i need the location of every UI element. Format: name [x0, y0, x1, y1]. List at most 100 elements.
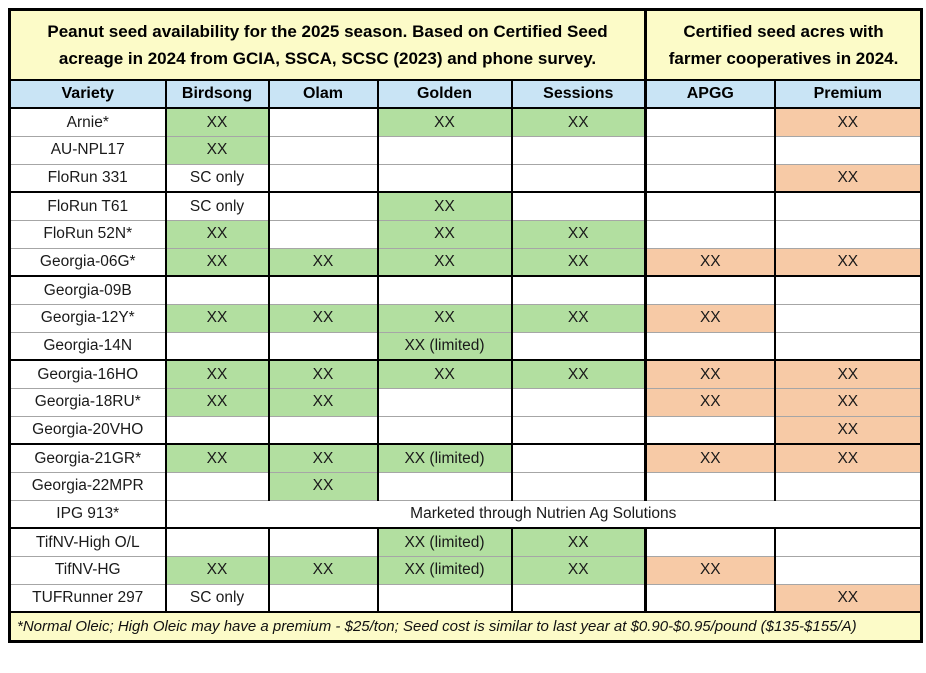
- table-row: Georgia-06G* XX XX XX XX XX XX: [8, 247, 923, 277]
- availability-cell-olam: XX: [267, 247, 379, 277]
- variety-cell: FloRun T61: [8, 191, 167, 221]
- availability-cell-golden: XX (limited): [376, 555, 513, 585]
- variety-cell: FloRun 331: [8, 163, 167, 193]
- availability-cell-apgg: [644, 135, 776, 165]
- column-header-row: Variety Birdsong Olam Golden Sessions AP…: [8, 80, 923, 110]
- availability-cell-apgg: XX: [644, 303, 776, 333]
- table-row: FloRun 331 SC only XX: [8, 163, 923, 193]
- availability-cell-sessions: [510, 135, 647, 165]
- table-title-left: Peanut seed availability for the 2025 se…: [8, 9, 647, 82]
- variety-cell: FloRun 52N*: [8, 219, 167, 249]
- availability-cell-premium: [773, 331, 923, 361]
- availability-cell-olam: [267, 107, 379, 137]
- availability-cell-birdsong: XX: [164, 247, 270, 277]
- availability-cell-golden: [376, 415, 513, 445]
- availability-cell-apgg: [644, 275, 776, 305]
- availability-cell-premium: [773, 555, 923, 585]
- availability-cell-olam: [267, 135, 379, 165]
- availability-cell-olam: XX: [267, 387, 379, 417]
- availability-cell-golden: [376, 471, 513, 501]
- availability-cell-sessions: [510, 415, 647, 445]
- variety-cell: Georgia-18RU*: [8, 387, 167, 417]
- col-header-premium: Premium: [773, 80, 923, 110]
- availability-cell-apgg: XX: [644, 387, 776, 417]
- table-row: Georgia-21GR* XX XX XX (limited) XX XX: [8, 443, 923, 473]
- page: Peanut seed availability for the 2025 se…: [8, 8, 924, 644]
- availability-cell-sessions: [510, 275, 647, 305]
- availability-cell-birdsong: [164, 331, 270, 361]
- seed-availability-table: Peanut seed availability for the 2025 se…: [8, 8, 924, 644]
- availability-cell-premium: XX: [773, 163, 923, 193]
- col-header-birdsong: Birdsong: [164, 80, 270, 110]
- availability-cell-golden: [376, 583, 513, 613]
- table-row: Georgia-20VHO XX: [8, 415, 923, 445]
- availability-cell-sessions: XX: [510, 555, 647, 585]
- availability-cell-premium: XX: [773, 107, 923, 137]
- availability-cell-apgg: XX: [644, 247, 776, 277]
- availability-cell-birdsong: [164, 527, 270, 557]
- availability-cell-apgg: [644, 471, 776, 501]
- table-row: Georgia-12Y* XX XX XX XX XX: [8, 303, 923, 333]
- availability-cell-premium: XX: [773, 247, 923, 277]
- availability-cell-premium: [773, 275, 923, 305]
- availability-cell-golden: [376, 387, 513, 417]
- availability-cell-premium: XX: [773, 415, 923, 445]
- variety-cell: TifNV-High O/L: [8, 527, 167, 557]
- table-row: AU-NPL17 XX: [8, 135, 923, 165]
- availability-cell-apgg: [644, 331, 776, 361]
- availability-cell-premium: XX: [773, 443, 923, 473]
- availability-cell-premium: XX: [773, 359, 923, 389]
- availability-cell-premium: XX: [773, 583, 923, 613]
- availability-cell-golden: [376, 275, 513, 305]
- availability-cell-sessions: XX: [510, 107, 647, 137]
- table-row: FloRun T61 SC only XX: [8, 191, 923, 221]
- variety-cell: Georgia-21GR*: [8, 443, 167, 473]
- footnote-row: *Normal Oleic; High Oleic may have a pre…: [8, 611, 923, 642]
- availability-cell-sessions: [510, 163, 647, 193]
- table-row: TifNV-HG XX XX XX (limited) XX XX: [8, 555, 923, 585]
- variety-cell: Georgia-16HO: [8, 359, 167, 389]
- availability-cell-golden: XX (limited): [376, 527, 513, 557]
- availability-cell-olam: XX: [267, 303, 379, 333]
- variety-cell: Georgia-20VHO: [8, 415, 167, 445]
- availability-cell-birdsong: XX: [164, 387, 270, 417]
- availability-cell-olam: [267, 163, 379, 193]
- availability-cell-apgg: [644, 163, 776, 193]
- availability-cell-golden: XX (limited): [376, 443, 513, 473]
- availability-cell-birdsong: XX: [164, 135, 270, 165]
- table-body: Arnie* XX XX XX XX AU-NPL17 XX FloRun 331 SC onl…: [8, 107, 923, 613]
- availability-cell-sessions: [510, 387, 647, 417]
- availability-cell-apgg: XX: [644, 359, 776, 389]
- merged-note-cell: Marketed through Nutrien Ag Solutions: [164, 499, 923, 529]
- table-row: IPG 913* Marketed through Nutrien Ag Solu…: [8, 499, 923, 529]
- availability-cell-sessions: [510, 583, 647, 613]
- col-header-golden: Golden: [376, 80, 513, 110]
- availability-cell-olam: [267, 583, 379, 613]
- availability-cell-premium: [773, 219, 923, 249]
- availability-cell-premium: XX: [773, 387, 923, 417]
- availability-cell-golden: XX (limited): [376, 331, 513, 361]
- availability-cell-birdsong: [164, 415, 270, 445]
- availability-cell-sessions: XX: [510, 527, 647, 557]
- availability-cell-apgg: [644, 527, 776, 557]
- variety-cell: Georgia-06G*: [8, 247, 167, 277]
- col-header-sessions: Sessions: [510, 80, 647, 110]
- table-title-right: Certified seed acres with farmer coopera…: [644, 9, 923, 82]
- availability-cell-olam: [267, 415, 379, 445]
- footnote: *Normal Oleic; High Oleic may have a pre…: [8, 611, 923, 642]
- availability-cell-apgg: XX: [644, 555, 776, 585]
- availability-cell-sessions: XX: [510, 247, 647, 277]
- availability-cell-olam: XX: [267, 443, 379, 473]
- variety-cell: Georgia-22MPR: [8, 471, 167, 501]
- table-row: Georgia-16HO XX XX XX XX XX XX: [8, 359, 923, 389]
- availability-cell-golden: XX: [376, 107, 513, 137]
- availability-cell-olam: XX: [267, 471, 379, 501]
- availability-cell-premium: [773, 527, 923, 557]
- availability-cell-premium: [773, 471, 923, 501]
- availability-cell-apgg: [644, 219, 776, 249]
- variety-cell: Georgia-09B: [8, 275, 167, 305]
- table-row: Arnie* XX XX XX XX: [8, 107, 923, 137]
- availability-cell-premium: [773, 135, 923, 165]
- availability-cell-golden: XX: [376, 247, 513, 277]
- col-header-olam: Olam: [267, 80, 379, 110]
